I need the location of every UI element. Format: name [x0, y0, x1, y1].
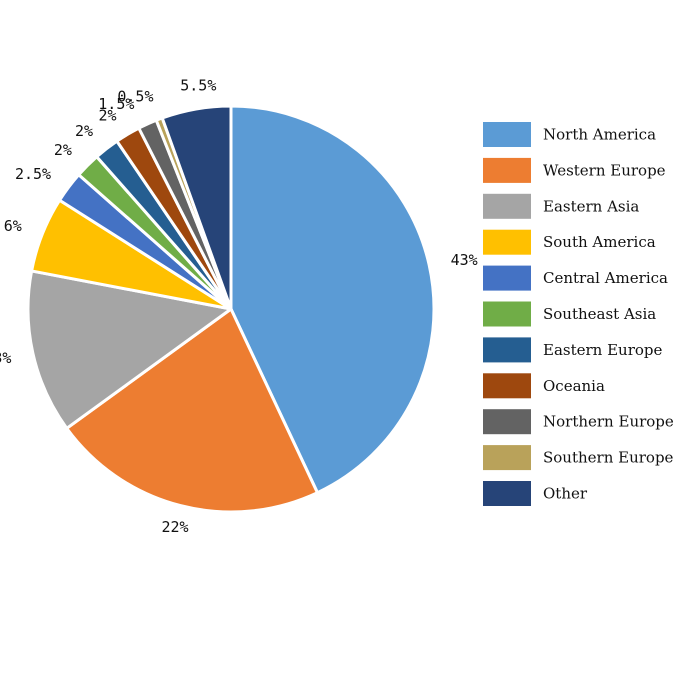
- pie-slice-north-america: [229, 104, 436, 495]
- pie-slice-western-europe: [65, 307, 319, 514]
- chart-legend: North America Western Europe Eastern Asia S…: [483, 122, 674, 506]
- value-label-eastern-europe: 2%: [75, 122, 93, 140]
- legend-label-western-europe: Western Europe: [543, 161, 666, 179]
- legend-label-south-america: South America: [543, 233, 656, 251]
- legend-item-north-america: North America: [483, 122, 656, 147]
- legend-swatch-southern-europe: [483, 445, 531, 471]
- value-label-south-america: 6%: [4, 217, 22, 235]
- pie-value-labels: 43%22%13%6%2.5%2%2%2%1.5%0.5%5.5%: [0, 76, 478, 536]
- value-label-western-europe: 22%: [161, 518, 188, 536]
- legend-item-northern-europe: Northern Europe: [483, 409, 674, 435]
- legend-item-central-america: Central America: [483, 265, 668, 291]
- legend-swatch-south-america: [483, 229, 531, 255]
- legend-swatch-eastern-asia: [483, 193, 531, 219]
- value-label-central-america: 2.5%: [15, 165, 51, 183]
- legend-label-southeast-asia: Southeast Asia: [543, 305, 656, 323]
- legend-label-eastern-asia: Eastern Asia: [543, 197, 639, 215]
- value-label-southeast-asia: 2%: [54, 141, 72, 159]
- legend-label-southern-europe: Southern Europe: [543, 449, 674, 467]
- pie-slice-eastern-asia: [26, 269, 233, 430]
- value-label-northern-europe: 1.5%: [98, 95, 134, 113]
- legend-swatch-central-america: [483, 265, 531, 291]
- pie-slice-other: [160, 104, 233, 311]
- legend-label-north-america: North America: [543, 126, 656, 144]
- value-label-oceania: 2%: [98, 106, 116, 124]
- legend-item-south-america: South America: [483, 229, 656, 255]
- value-label-southern-europe: 0.5%: [117, 88, 153, 106]
- legend-label-other: Other: [543, 485, 588, 503]
- legend-label-eastern-europe: Eastern Europe: [543, 341, 663, 359]
- value-label-other: 5.5%: [180, 76, 216, 94]
- legend-swatch-oceania: [483, 373, 531, 399]
- legend-label-central-america: Central America: [543, 269, 668, 287]
- legend-swatch-southeast-asia: [483, 301, 531, 327]
- legend-item-eastern-asia: Eastern Asia: [483, 193, 639, 219]
- legend-item-eastern-europe: Eastern Europe: [483, 337, 663, 363]
- legend-item-southern-europe: Southern Europe: [483, 445, 674, 471]
- legend-item-oceania: Oceania: [483, 373, 605, 399]
- legend-swatch-north-america: [483, 122, 531, 147]
- legend-item-other: Other: [483, 481, 588, 506]
- legend-item-southeast-asia: Southeast Asia: [483, 301, 656, 327]
- value-label-north-america: 43%: [451, 251, 478, 269]
- legend-swatch-other: [483, 481, 531, 506]
- legend-label-northern-europe: Northern Europe: [543, 413, 674, 431]
- pie-slices: [26, 104, 436, 514]
- legend-swatch-eastern-europe: [483, 337, 531, 363]
- legend-swatch-western-europe: [483, 157, 531, 183]
- legend-item-western-europe: Western Europe: [483, 157, 666, 183]
- value-label-eastern-asia: 13%: [0, 349, 11, 367]
- legend-label-oceania: Oceania: [543, 377, 605, 395]
- legend-swatch-northern-europe: [483, 409, 531, 435]
